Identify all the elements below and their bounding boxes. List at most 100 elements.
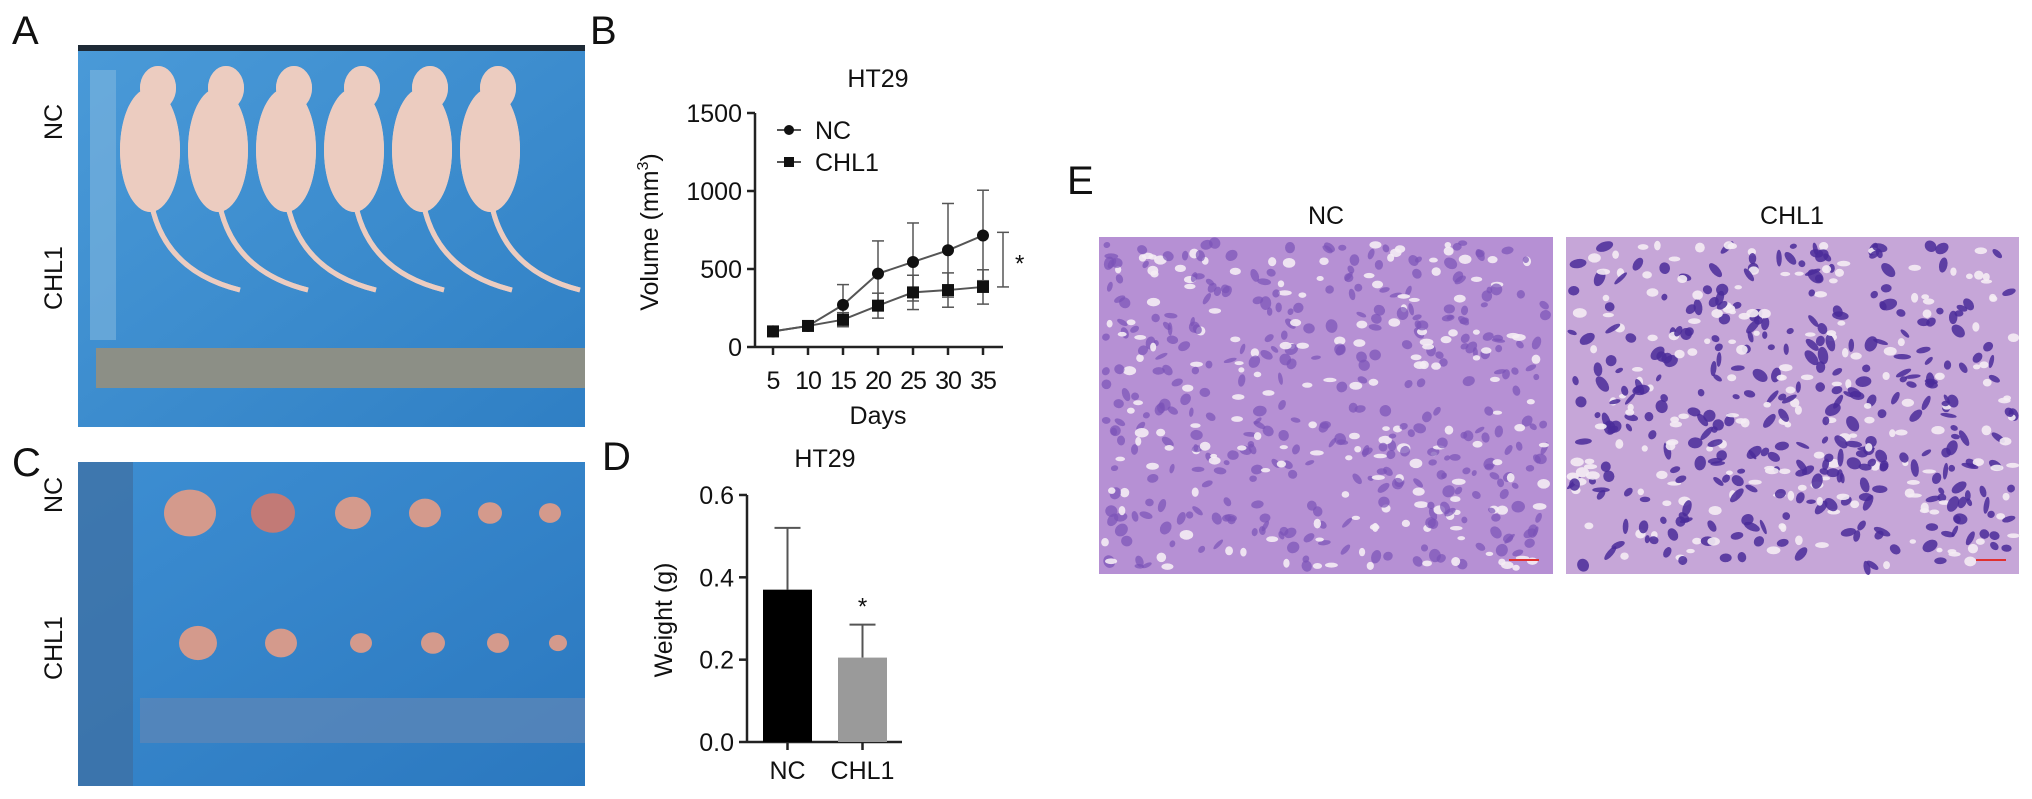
cell-nucleus: [1169, 463, 1175, 474]
cell-nucleus: [1877, 409, 1887, 419]
cell-nucleus: [1278, 399, 1286, 410]
cell-nucleus: [1837, 448, 1844, 467]
cell-nucleus: [1808, 315, 1819, 327]
cell-nucleus: [1961, 462, 1979, 469]
cell-nucleus: [1753, 315, 1763, 325]
cell-nucleus: [1730, 531, 1744, 540]
cell-nucleus: [1336, 381, 1348, 393]
cell-nucleus: [1413, 478, 1424, 488]
cell-nucleus: [1192, 506, 1203, 516]
cell-space: [1238, 367, 1245, 373]
cell-nucleus: [1373, 304, 1386, 316]
cell-nucleus: [1776, 249, 1782, 267]
cell-nucleus: [1489, 472, 1500, 480]
x-tick-label: 25: [900, 367, 926, 395]
cell-nucleus: [1577, 558, 1589, 572]
tumor-chl1: [350, 633, 372, 653]
cell-space: [1487, 256, 1498, 264]
cell-nucleus: [1732, 301, 1742, 309]
cell-nucleus: [1873, 338, 1888, 346]
cell-space: [1354, 445, 1362, 453]
cell-nucleus: [1259, 513, 1271, 523]
cell-nucleus: [1408, 255, 1419, 266]
cell-space: [1156, 552, 1167, 563]
cell-nucleus: [1522, 256, 1529, 264]
cell-space: [1138, 254, 1147, 262]
mouse-head: [412, 66, 448, 110]
cell-nucleus: [1846, 457, 1862, 470]
cell-nucleus: [1521, 415, 1533, 427]
cell-nucleus: [1243, 431, 1258, 437]
cell-nucleus: [1675, 516, 1686, 527]
cell-nucleus: [1567, 329, 1577, 336]
cell-nucleus: [1278, 429, 1289, 441]
cell-nucleus: [1950, 433, 1960, 440]
cell-nucleus: [1893, 354, 1912, 360]
cell-space: [1982, 272, 1990, 282]
cell-nucleus: [1801, 465, 1815, 476]
cell-space: [1414, 501, 1429, 508]
tumor-nc: [539, 503, 561, 523]
cell-space: [1919, 508, 1930, 514]
cell-space: [1538, 442, 1549, 448]
image-label-chl1: CHL1: [1760, 202, 1824, 230]
cell-nucleus: [1227, 450, 1239, 460]
cell-nucleus: [1781, 394, 1797, 404]
cell-nucleus: [1859, 477, 1870, 493]
cell-nucleus: [1680, 327, 1692, 340]
cell-nucleus: [1131, 392, 1140, 401]
cell-space: [1746, 308, 1759, 318]
cell-space: [1625, 409, 1635, 416]
cell-nucleus: [1405, 285, 1412, 297]
cell-space: [1908, 264, 1921, 271]
cell-nucleus: [1716, 301, 1728, 310]
cell-nucleus: [1572, 376, 1579, 386]
cell-space: [1345, 455, 1353, 461]
cell-nucleus: [1401, 340, 1413, 350]
cell-space: [1688, 318, 1701, 325]
cell-nucleus: [1516, 290, 1525, 299]
cell-space: [2006, 462, 2020, 468]
cell-space: [1279, 341, 1292, 350]
cell-nucleus: [1322, 245, 1333, 254]
cell-nucleus: [1356, 311, 1367, 318]
cell-nucleus: [1171, 378, 1183, 387]
cell-nucleus: [1391, 477, 1404, 490]
tumor-chl1: [179, 625, 217, 661]
cell-nucleus: [1414, 256, 1422, 263]
cell-space: [1967, 543, 1979, 554]
row-label-nc-a: NC: [40, 104, 68, 140]
cell-nucleus: [1484, 406, 1494, 416]
cell-space: [2007, 533, 2020, 539]
cell-space: [1828, 278, 1838, 284]
cell-nucleus: [1946, 496, 1960, 512]
cell-nucleus: [1811, 473, 1823, 489]
cell-space: [1135, 436, 1142, 446]
cell-nucleus: [1213, 467, 1227, 475]
cell-nucleus: [1826, 468, 1840, 478]
cell-nucleus: [1462, 376, 1475, 387]
cell-space: [1794, 271, 1804, 276]
cell-nucleus: [1822, 416, 1830, 426]
cell-nucleus: [1832, 368, 1843, 376]
x-axis-label: Days: [850, 402, 907, 430]
cell-nucleus: [2002, 515, 2016, 523]
cell-nucleus: [1189, 407, 1194, 417]
cell-nucleus: [1251, 528, 1258, 537]
cell-nucleus: [1368, 324, 1382, 331]
cell-nucleus: [1103, 242, 1111, 248]
cell-space: [1353, 339, 1366, 347]
cell-nucleus: [1251, 464, 1263, 475]
cell-nucleus: [1964, 490, 1971, 501]
cell-space: [1814, 291, 1828, 298]
cell-nucleus: [1400, 445, 1411, 457]
cell-nucleus: [1798, 260, 1806, 268]
cell-nucleus: [1534, 453, 1547, 465]
cell-nucleus: [1656, 351, 1667, 362]
cell-space: [1766, 546, 1781, 555]
cell-nucleus: [1950, 425, 1958, 431]
cell-nucleus: [1594, 412, 1601, 419]
cell-nucleus: [1592, 487, 1610, 493]
cell-nucleus: [1362, 445, 1370, 458]
cell-nucleus: [1595, 376, 1610, 392]
